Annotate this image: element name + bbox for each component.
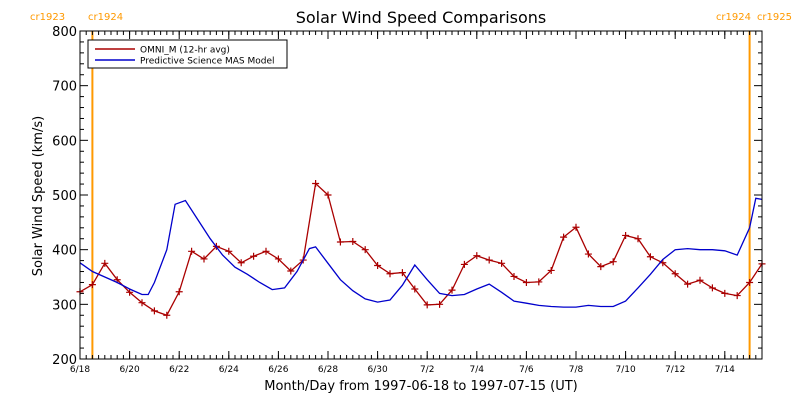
series-point — [684, 280, 692, 288]
x-tick-label: 7/8 — [569, 365, 584, 375]
legend-label: Predictive Science MAS Model — [140, 57, 275, 67]
y-axis-label: Solar Wind Speed (km/s) — [31, 116, 46, 276]
x-tick-label: 7/2 — [420, 365, 434, 375]
series-point — [473, 252, 481, 260]
series-point — [237, 259, 245, 267]
series-point — [398, 269, 406, 277]
series-point — [374, 262, 382, 270]
legend: OMNI_M (12-hr avg)Predictive Science MAS… — [87, 39, 288, 69]
series-point — [510, 272, 518, 280]
series-point — [361, 246, 369, 254]
series-point — [746, 278, 754, 286]
series-point — [349, 237, 357, 245]
series-point — [200, 255, 208, 263]
series-point — [423, 301, 431, 309]
x-tick-label: 6/26 — [268, 365, 288, 375]
legend-label: OMNI_M (12-hr avg) — [140, 46, 230, 56]
x-tick-label: 6/22 — [169, 365, 189, 375]
series-point — [126, 288, 134, 296]
carrington-label-right: cr1925 — [757, 12, 792, 23]
series-point — [150, 307, 158, 315]
y-tick-label: 200 — [52, 353, 77, 368]
x-tick-label: 7/6 — [519, 365, 534, 375]
series-point — [597, 263, 605, 271]
series-point — [188, 247, 196, 255]
series-point — [274, 255, 282, 263]
series-point — [262, 247, 270, 255]
plot-frame — [79, 30, 763, 360]
series-point — [101, 259, 109, 267]
series-point — [560, 233, 568, 241]
series-point — [411, 285, 419, 293]
series-point — [671, 270, 679, 278]
series-point — [324, 191, 332, 199]
series-point — [547, 266, 555, 274]
chart-title: Solar Wind Speed Comparisons — [296, 8, 547, 27]
series-line — [79, 197, 763, 308]
carrington-label-right: cr1924 — [88, 12, 123, 23]
legend-box — [87, 39, 288, 69]
series-point — [696, 276, 704, 284]
series-point — [448, 286, 456, 294]
series-point — [336, 238, 344, 246]
series-point — [225, 247, 233, 255]
series-point — [498, 259, 506, 267]
series-point — [138, 299, 146, 307]
x-axis: 6/18 6/20 6/22 6/24 6/26 6/28 6/30 7/2 7/4 7/6 7/8… — [70, 31, 763, 375]
y-tick-label: 800 — [52, 25, 77, 40]
y-tick-label: 600 — [52, 134, 77, 149]
x-tick-label: 6/18 — [70, 365, 90, 375]
series-point — [287, 267, 295, 275]
x-tick-label: 6/30 — [367, 365, 387, 375]
y-tick-label: 400 — [52, 244, 77, 259]
series-point — [522, 278, 530, 286]
series-point — [88, 281, 96, 289]
x-tick-label: 6/24 — [219, 365, 239, 375]
series-point — [646, 253, 654, 261]
series-point — [733, 292, 741, 300]
series-point — [609, 258, 617, 266]
carrington-label-left: cr1924 — [716, 12, 751, 23]
series-point — [572, 223, 580, 231]
x-tick-label: 6/20 — [119, 365, 139, 375]
series-point — [535, 278, 543, 286]
series-layer — [76, 180, 766, 319]
series-point — [622, 231, 630, 239]
y-axis: 200 300 400 500 600 700 800 — [52, 25, 762, 368]
y-tick-label: 700 — [52, 80, 77, 95]
series-line — [79, 182, 763, 317]
series-point — [436, 300, 444, 308]
carrington-markers: cr1923 cr1924 cr1924 cr1925 — [30, 12, 792, 359]
series-point — [163, 311, 171, 319]
series-point — [584, 250, 592, 258]
series-point — [312, 180, 320, 188]
y-tick-label: 300 — [52, 298, 77, 313]
y-tick-label: 500 — [52, 189, 77, 204]
series-point — [460, 260, 468, 268]
series-point — [721, 289, 729, 297]
x-axis-label: Month/Day from 1997-06-18 to 1997-07-15 … — [264, 379, 577, 394]
series-point — [708, 284, 716, 292]
x-tick-label: 7/10 — [615, 365, 635, 375]
x-tick-label: 6/28 — [318, 365, 338, 375]
x-tick-label: 7/14 — [715, 365, 735, 375]
series-point — [634, 235, 642, 243]
series-point — [386, 270, 394, 278]
series-point — [175, 288, 183, 296]
series-point — [485, 256, 493, 264]
carrington-label-left: cr1923 — [30, 12, 65, 23]
x-tick-label: 7/12 — [665, 365, 685, 375]
series-point — [250, 252, 258, 260]
x-tick-label: 7/4 — [470, 365, 485, 375]
